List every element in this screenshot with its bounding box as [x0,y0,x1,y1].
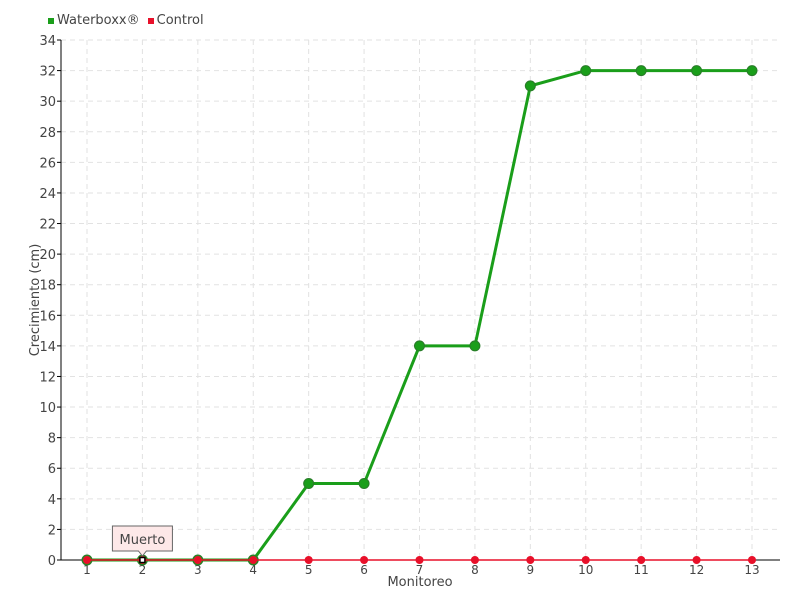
data-point-waterboxx [469,340,481,352]
data-point-waterboxx [358,478,370,490]
x-tick-label: 12 [689,563,704,577]
y-tick-label: 30 [39,95,56,110]
data-point-control [360,556,369,564]
x-tick-label: 11 [634,563,649,577]
y-tick-label: 18 [39,279,56,294]
legend-label: Waterboxx® [57,13,140,28]
y-tick-label: 6 [48,462,56,477]
y-tick-label: 28 [39,126,56,141]
x-tick-label: 4 [249,563,257,577]
data-point-control [748,556,756,564]
x-tick-label: 2 [139,563,147,577]
y-tick-label: 32 [39,65,56,80]
legend-label: Control [156,13,204,28]
data-point-control [193,556,202,564]
x-tick-label: 7 [416,563,424,577]
data-point-waterboxx [414,340,425,352]
y-tick-label: 26 [39,156,56,171]
y-tick-label: 0 [48,554,56,569]
y-tick-label: 10 [39,401,56,416]
annotation-label: Muerto [119,533,165,548]
x-tick-label: 3 [194,563,202,577]
legend-swatch [147,17,154,24]
data-point-control [692,556,701,564]
data-point-control [470,556,479,564]
data-point-control [637,556,646,564]
x-tick-label: 9 [527,563,535,577]
y-tick-label: 22 [39,218,56,233]
data-point-control [526,556,535,564]
y-tick-label: 34 [39,34,56,49]
annotation-box [111,525,173,557]
x-tick-label: 1 [83,563,91,577]
data-point-waterboxx [691,65,703,77]
x-tick-label: 5 [305,563,313,577]
legend-item-waterboxx[interactable]: Waterboxx® [48,13,140,28]
y-tick-label: 2 [48,523,56,538]
data-point-waterboxx [580,65,592,77]
data-point-waterboxx [635,65,647,77]
legend-item-control[interactable]: Control [147,13,204,28]
data-point-control [83,556,91,564]
data-point-control [304,556,313,564]
y-tick-label: 24 [39,187,56,202]
x-tick-label: 6 [360,563,368,577]
y-tick-label: 4 [48,493,56,508]
y-tick-label: 16 [39,309,56,324]
x-tick-label: 8 [471,563,479,577]
y-tick-label: 12 [39,370,56,385]
data-point-control [249,556,258,564]
legend: Waterboxx® Control [48,13,204,28]
annotation-marker [139,556,146,564]
x-tick-label: 13 [744,563,759,577]
data-point-control [415,556,424,564]
y-tick-label: 8 [48,432,56,447]
data-point-waterboxx [524,80,536,92]
y-tick-label: 14 [39,340,56,355]
y-axis-label: Crecimiento (cm) [28,244,43,357]
x-axis-label: Monitoreo [387,575,452,590]
data-point-control [581,556,590,564]
data-point-waterboxx [303,478,315,490]
data-point-waterboxx [746,65,758,77]
legend-swatch [48,17,54,24]
y-tick-label: 20 [39,248,56,263]
x-tick-label: 10 [578,563,593,577]
